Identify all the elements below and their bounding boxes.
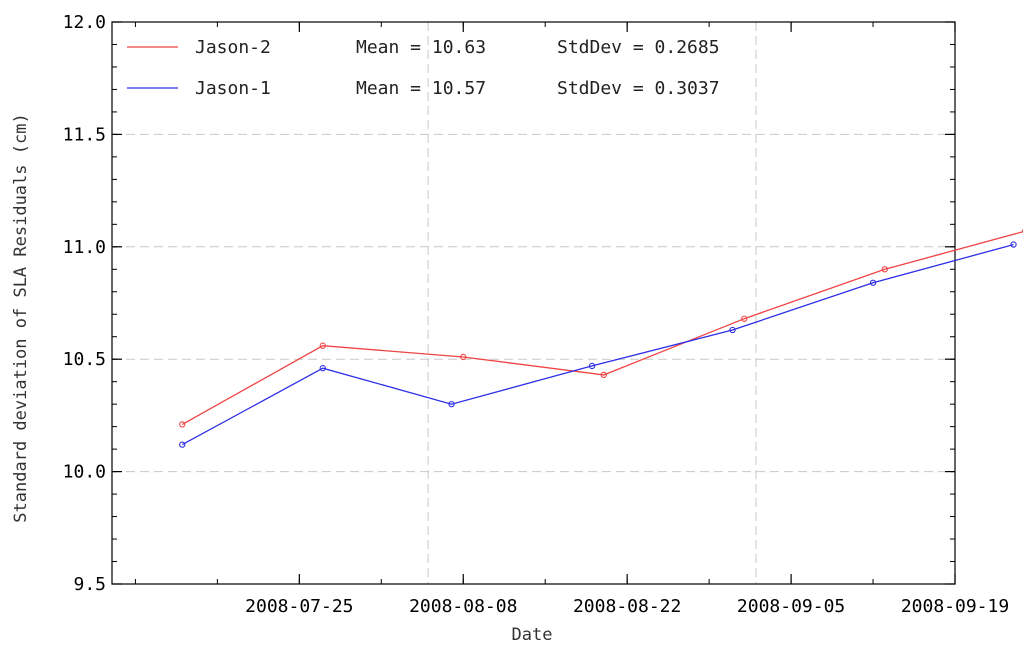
series-point-2 — [588, 362, 596, 370]
legend-mean: Mean = 10.57 — [356, 78, 486, 99]
series-point-2 — [448, 401, 455, 408]
legend-stddev: StdDev = 0.3037 — [557, 78, 720, 99]
y-tick-label: 11.5 — [63, 124, 106, 145]
axis-ticks: 9.5 10.0 10.5 11.0 11.5 12.0 2008-07-25 2008-08… — [63, 12, 1010, 617]
x-tick-label: 2008-09-19 — [901, 596, 1009, 617]
series-line-2 — [181, 243, 1014, 446]
series-point-2 — [179, 441, 186, 448]
y-tick-label: 12.0 — [63, 12, 106, 33]
series-point-2 — [319, 365, 326, 372]
legend-stddev: StdDev = 0.2685 — [557, 37, 720, 58]
y-tick-label: 10.5 — [63, 349, 106, 370]
series-point-2 — [1010, 241, 1017, 248]
x-axis-label: Date — [512, 625, 553, 645]
plot-frame — [111, 21, 956, 585]
series-point-1 — [741, 315, 748, 322]
grid-lines — [112, 22, 955, 584]
series-point-1 — [600, 371, 607, 379]
series-point-2 — [729, 326, 736, 334]
legend-mean: Mean = 10.63 — [356, 37, 486, 58]
y-axis-label: Standard deviation of SLA Residuals (cm) — [11, 113, 31, 522]
y-tick-label: 9.5 — [73, 574, 106, 595]
series-point-1 — [179, 421, 186, 428]
series-point-1 — [319, 342, 326, 349]
series-point-1 — [881, 266, 888, 273]
series-point-2 — [869, 279, 877, 286]
x-tick-label: 2008-08-08 — [409, 596, 517, 617]
x-tick-label: 2008-07-25 — [245, 596, 353, 617]
series-line-1 — [181, 231, 1023, 425]
legend-series-name: Jason-2 — [195, 37, 271, 58]
y-tick-label: 11.0 — [63, 237, 106, 258]
series-group — [179, 228, 1023, 448]
legend-series-name: Jason-1 — [195, 78, 271, 99]
series-point-1 — [460, 353, 467, 361]
x-tick-label: 2008-09-05 — [737, 596, 845, 617]
y-tick-label: 10.0 — [63, 462, 106, 483]
x-tick-label: 2008-08-22 — [573, 596, 681, 617]
legend: Jason-2 Mean = 10.63 StdDev = 0.2685 Jason-… — [127, 37, 720, 99]
